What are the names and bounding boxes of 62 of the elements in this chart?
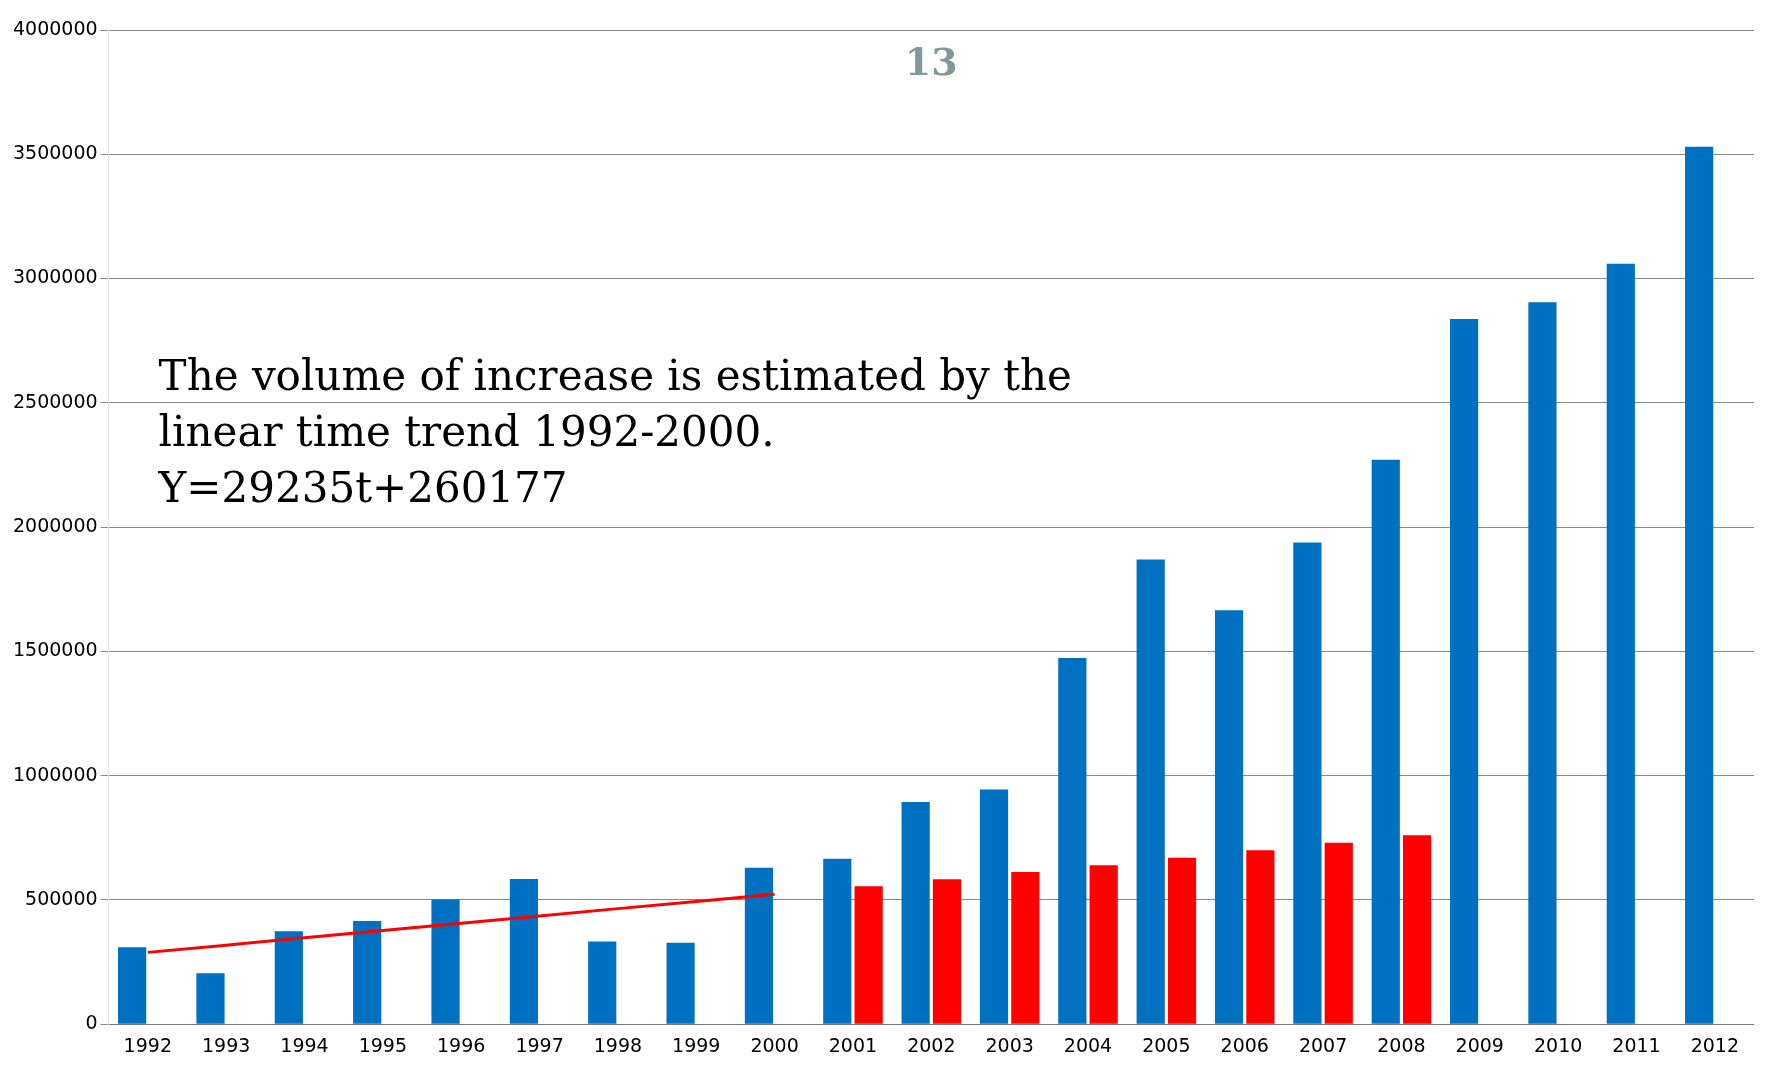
bar <box>1167 857 1197 1024</box>
bar <box>509 879 538 1024</box>
x-tick-label: 2010 <box>1533 1033 1583 1056</box>
bar <box>1214 610 1244 1024</box>
x-tick-label: 1993 <box>201 1033 251 1056</box>
bar <box>823 858 852 1024</box>
bar <box>1246 850 1275 1024</box>
bar <box>1136 559 1165 1024</box>
bar <box>274 931 303 1024</box>
bar <box>901 802 930 1024</box>
x-tick-label: 2000 <box>750 1033 799 1056</box>
y-tick-label: 1500000 <box>12 638 98 661</box>
x-tick-label: 2003 <box>985 1033 1034 1056</box>
x-tick-label: 2009 <box>1455 1033 1504 1056</box>
x-tick-label: 1999 <box>672 1033 721 1056</box>
bar <box>1528 302 1557 1024</box>
x-tick-label: 2002 <box>907 1033 956 1056</box>
y-tick-label: 0 <box>85 1011 98 1034</box>
x-tick-label: 2004 <box>1063 1033 1113 1056</box>
x-tick-label: 2006 <box>1220 1033 1269 1056</box>
chart-title: 13 <box>904 39 958 84</box>
x-tick-label: 1992 <box>123 1033 172 1056</box>
x-tick-label: 2011 <box>1612 1033 1661 1056</box>
bar <box>1011 872 1040 1024</box>
bar <box>196 973 225 1024</box>
bar <box>1324 842 1353 1024</box>
bar <box>1058 658 1087 1024</box>
bar <box>1606 263 1635 1024</box>
y-tick-label: 2000000 <box>12 514 98 537</box>
x-tick-label: 1995 <box>358 1033 408 1056</box>
x-tick-label: 1998 <box>593 1033 643 1056</box>
x-tick-label: 2005 <box>1142 1033 1191 1056</box>
bar <box>1450 319 1479 1024</box>
y-tick-label: 4000000 <box>12 16 98 39</box>
bar <box>1089 865 1118 1024</box>
x-tick-label: 2012 <box>1690 1033 1739 1056</box>
annotation: The volume of increase is estimated by the linear time trend 1992-2000. <box>158 351 1072 456</box>
x-tick-label: 2008 <box>1377 1033 1426 1056</box>
x-tick-label: 1997 <box>515 1033 564 1056</box>
y-tick-label: 2500000 <box>12 389 98 412</box>
bar <box>854 886 883 1024</box>
bar <box>1402 835 1432 1024</box>
bar <box>979 789 1009 1024</box>
x-tick-label: 1994 <box>280 1033 329 1056</box>
x-tick-label: 2001 <box>828 1033 878 1056</box>
bar <box>666 942 695 1024</box>
y-tick-label: 3000000 <box>12 265 98 288</box>
bar <box>588 941 617 1024</box>
bar <box>744 867 774 1024</box>
x-tick-label: 2007 <box>1298 1033 1348 1056</box>
bar <box>431 899 460 1024</box>
bar <box>932 879 962 1024</box>
annotation: Y=29235t+260177 <box>157 463 568 512</box>
y-tick-label: 500000 <box>25 886 98 909</box>
bar <box>1293 542 1322 1024</box>
bar <box>1685 146 1714 1024</box>
y-tick-label: 1000000 <box>12 762 98 785</box>
y-tick-label: 3500000 <box>12 141 98 164</box>
bar <box>1371 459 1400 1024</box>
bar <box>118 947 147 1024</box>
bar <box>353 921 382 1024</box>
x-tick-label: 1996 <box>437 1033 486 1056</box>
